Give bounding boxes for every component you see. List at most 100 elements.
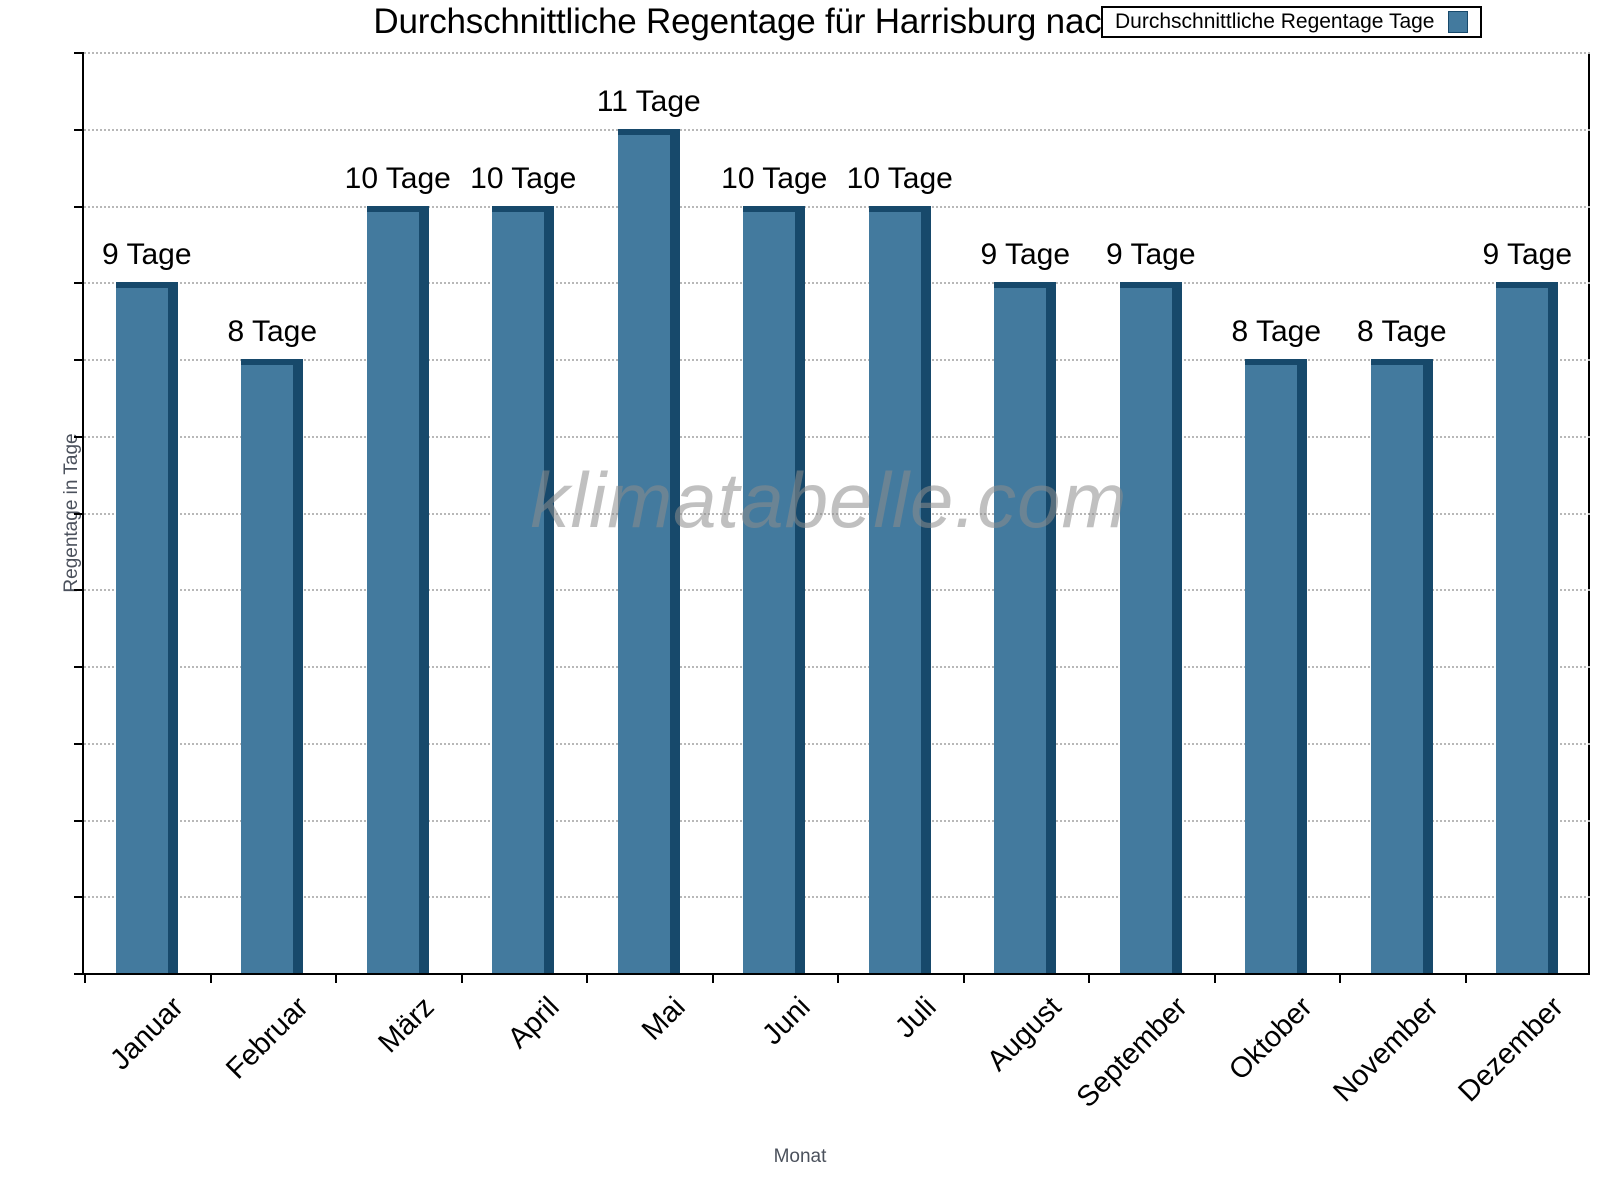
x-axis-tick-label: November <box>1327 991 1445 1109</box>
bar-side-shadow <box>795 211 806 973</box>
chart-legend[interactable]: Durchschnittliche Regentage Tage <box>1101 6 1483 38</box>
x-axis-title: Monat <box>773 1146 827 1167</box>
y-axis-tick-mark <box>74 52 84 54</box>
bar-value-label: 11 Tage <box>596 84 701 118</box>
x-axis-tick-mark <box>837 973 839 983</box>
bar-fill <box>1496 282 1549 973</box>
bar-value-label: 9 Tage <box>1105 238 1196 272</box>
bar-top-edge <box>617 128 680 135</box>
bar-value-label: 9 Tage <box>101 238 192 272</box>
x-axis-tick-mark <box>460 973 463 983</box>
bar-value-label: 8 Tage <box>1356 315 1447 348</box>
bar-fill <box>617 128 670 973</box>
legend-entry-label: Durchschnittliche Regentage Tage <box>1115 10 1435 33</box>
bar-top-edge <box>1119 282 1182 289</box>
bar-value-label: 10 Tage <box>470 161 577 195</box>
chart-title: Durchschnittliche Regentage für Harrisbu… <box>373 2 1227 41</box>
bar-top-edge <box>994 282 1057 289</box>
bar-value-label: 10 Tage <box>344 161 451 195</box>
bar-top-edge <box>366 205 429 212</box>
y-axis-tick-mark <box>74 896 84 899</box>
bar-side-shadow <box>544 211 555 973</box>
bar[interactable] <box>115 282 178 973</box>
bar-fill <box>1119 282 1172 973</box>
x-axis-tick-mark <box>586 973 588 983</box>
gridline <box>84 589 1590 592</box>
bar[interactable] <box>1496 282 1559 973</box>
bar[interactable] <box>868 205 931 973</box>
y-axis-tick-mark <box>74 512 84 515</box>
bar-value-label: 9 Tage <box>980 238 1071 272</box>
gridline <box>84 819 1590 822</box>
bar-side-shadow <box>418 211 429 973</box>
y-axis-tick-mark <box>74 435 84 438</box>
bar-top-edge <box>868 205 931 212</box>
bar-fill <box>868 205 921 973</box>
bar[interactable] <box>617 128 680 973</box>
x-axis-tick-mark <box>1464 973 1467 983</box>
x-axis-tick-label: April <box>502 991 566 1055</box>
bar-side-shadow <box>1171 288 1182 973</box>
bar[interactable] <box>1119 282 1182 973</box>
bar-side-shadow <box>1548 288 1559 973</box>
x-axis-tick-label: Oktober <box>1223 991 1319 1087</box>
gridline <box>84 666 1590 668</box>
x-axis-tick-label: Februar <box>220 991 315 1086</box>
bar[interactable] <box>1245 359 1308 973</box>
bar[interactable] <box>366 205 429 973</box>
bar-value-label: 8 Tage <box>227 315 318 348</box>
bar-top-edge <box>241 359 304 365</box>
bar[interactable] <box>1370 359 1433 973</box>
bar-side-shadow <box>293 365 304 973</box>
y-axis-tick-mark <box>74 128 84 131</box>
bar-fill <box>743 205 796 973</box>
x-axis-tick-mark <box>84 973 86 983</box>
gridline <box>84 282 1590 285</box>
gridline <box>84 512 1590 515</box>
bar[interactable] <box>994 282 1057 973</box>
x-axis-tick-mark <box>1339 973 1341 983</box>
bar-top-edge <box>1245 359 1308 365</box>
x-axis-tick-label: Juli <box>888 991 943 1045</box>
x-axis-tick-label: Mai <box>635 991 692 1047</box>
x-axis-tick-mark <box>962 973 965 983</box>
bar-fill <box>115 282 168 973</box>
y-axis-tick-mark <box>74 742 84 745</box>
bar-top-edge <box>1370 359 1433 365</box>
gridline <box>84 896 1590 899</box>
gridline <box>84 128 1590 131</box>
bar[interactable] <box>492 205 555 973</box>
x-axis-tick-label: Juni <box>756 991 817 1052</box>
bar-fill <box>366 205 419 973</box>
y-axis-tick-mark <box>74 666 84 668</box>
x-axis-tick-mark <box>335 973 337 983</box>
bar-fill <box>1370 359 1423 973</box>
bar-side-shadow <box>1422 365 1433 973</box>
bar-top-edge <box>492 205 555 212</box>
x-axis-tick-mark <box>1213 973 1216 983</box>
bar-fill <box>1245 359 1298 973</box>
bar-side-shadow <box>1297 365 1308 973</box>
bar-value-label: 10 Tage <box>846 161 953 195</box>
y-axis-tick-mark <box>74 973 84 975</box>
bar-value-label: 8 Tage <box>1231 315 1322 348</box>
x-axis-tick-mark <box>1088 973 1090 983</box>
gridline <box>84 52 1590 54</box>
x-axis-tick-label: September <box>1070 991 1194 1114</box>
x-axis-tick-label: Januar <box>104 991 190 1077</box>
gridline <box>84 205 1590 208</box>
bar-side-shadow <box>920 211 931 973</box>
bar-side-shadow <box>167 288 178 973</box>
y-axis-tick-mark <box>74 589 84 592</box>
bar-top-edge <box>115 282 178 289</box>
y-axis-tick-mark <box>74 282 84 285</box>
y-axis-tick-mark <box>74 359 84 361</box>
bar-top-edge <box>1496 282 1559 289</box>
gridline <box>84 435 1590 438</box>
x-axis-tick-label: Dezember <box>1452 991 1570 1109</box>
legend-color-swatch <box>1448 11 1469 33</box>
bar[interactable] <box>241 359 304 973</box>
bar-top-edge <box>743 205 806 212</box>
bar[interactable] <box>743 205 806 973</box>
